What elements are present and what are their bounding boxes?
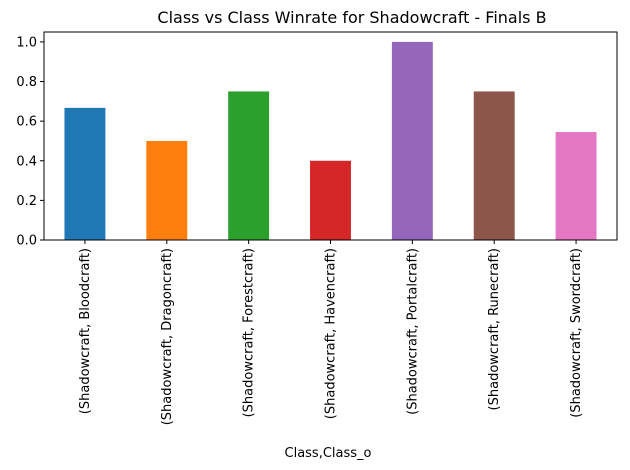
bar-7 — [555, 132, 597, 240]
y-tick-label-6: 1.0 — [16, 35, 37, 50]
bars-group — [64, 41, 597, 241]
x-tick-label-4: (Shadowcraft, Havencraft) — [324, 248, 339, 419]
x-tick-label-5: (Shadowcraft, Portalcraft) — [405, 248, 420, 415]
plot-frame — [43, 31, 618, 241]
bar-1 — [64, 107, 106, 240]
x-tick-label-2: (Shadowcraft, Dragoncraft) — [160, 248, 175, 425]
x-tick-label-7: (Shadowcraft, Swordcraft) — [569, 248, 584, 418]
bar-5 — [391, 41, 433, 241]
x-tick-label-1: (Shadowcraft, Bloodcraft) — [78, 248, 93, 414]
bar-4 — [310, 160, 351, 240]
bar-2 — [146, 140, 188, 240]
y-axis: 0.0 0.2 0.4 0.6 0.8 1.0 — [16, 35, 44, 249]
x-tick-label-3: (Shadowcraft, Forestcraft) — [242, 248, 257, 417]
x-tick-label-6: (Shadowcraft, Runecraft) — [487, 248, 502, 410]
x-axis-label: Class,Class_o — [285, 446, 372, 461]
y-tick-label-4: 0.6 — [16, 115, 37, 130]
y-tick-label-3: 0.4 — [16, 154, 37, 169]
y-tick-label-1: 0.0 — [16, 234, 37, 249]
bar-6 — [473, 91, 515, 240]
x-axis: (Shadowcraft, Bloodcraft) (Shadowcraft, D… — [78, 240, 584, 425]
y-tick-label-2: 0.2 — [16, 194, 37, 209]
bar-3 — [228, 91, 270, 240]
chart-title: Class vs Class Winrate for Shadowcraft -… — [157, 8, 546, 27]
y-tick-label-5: 0.8 — [16, 75, 37, 90]
